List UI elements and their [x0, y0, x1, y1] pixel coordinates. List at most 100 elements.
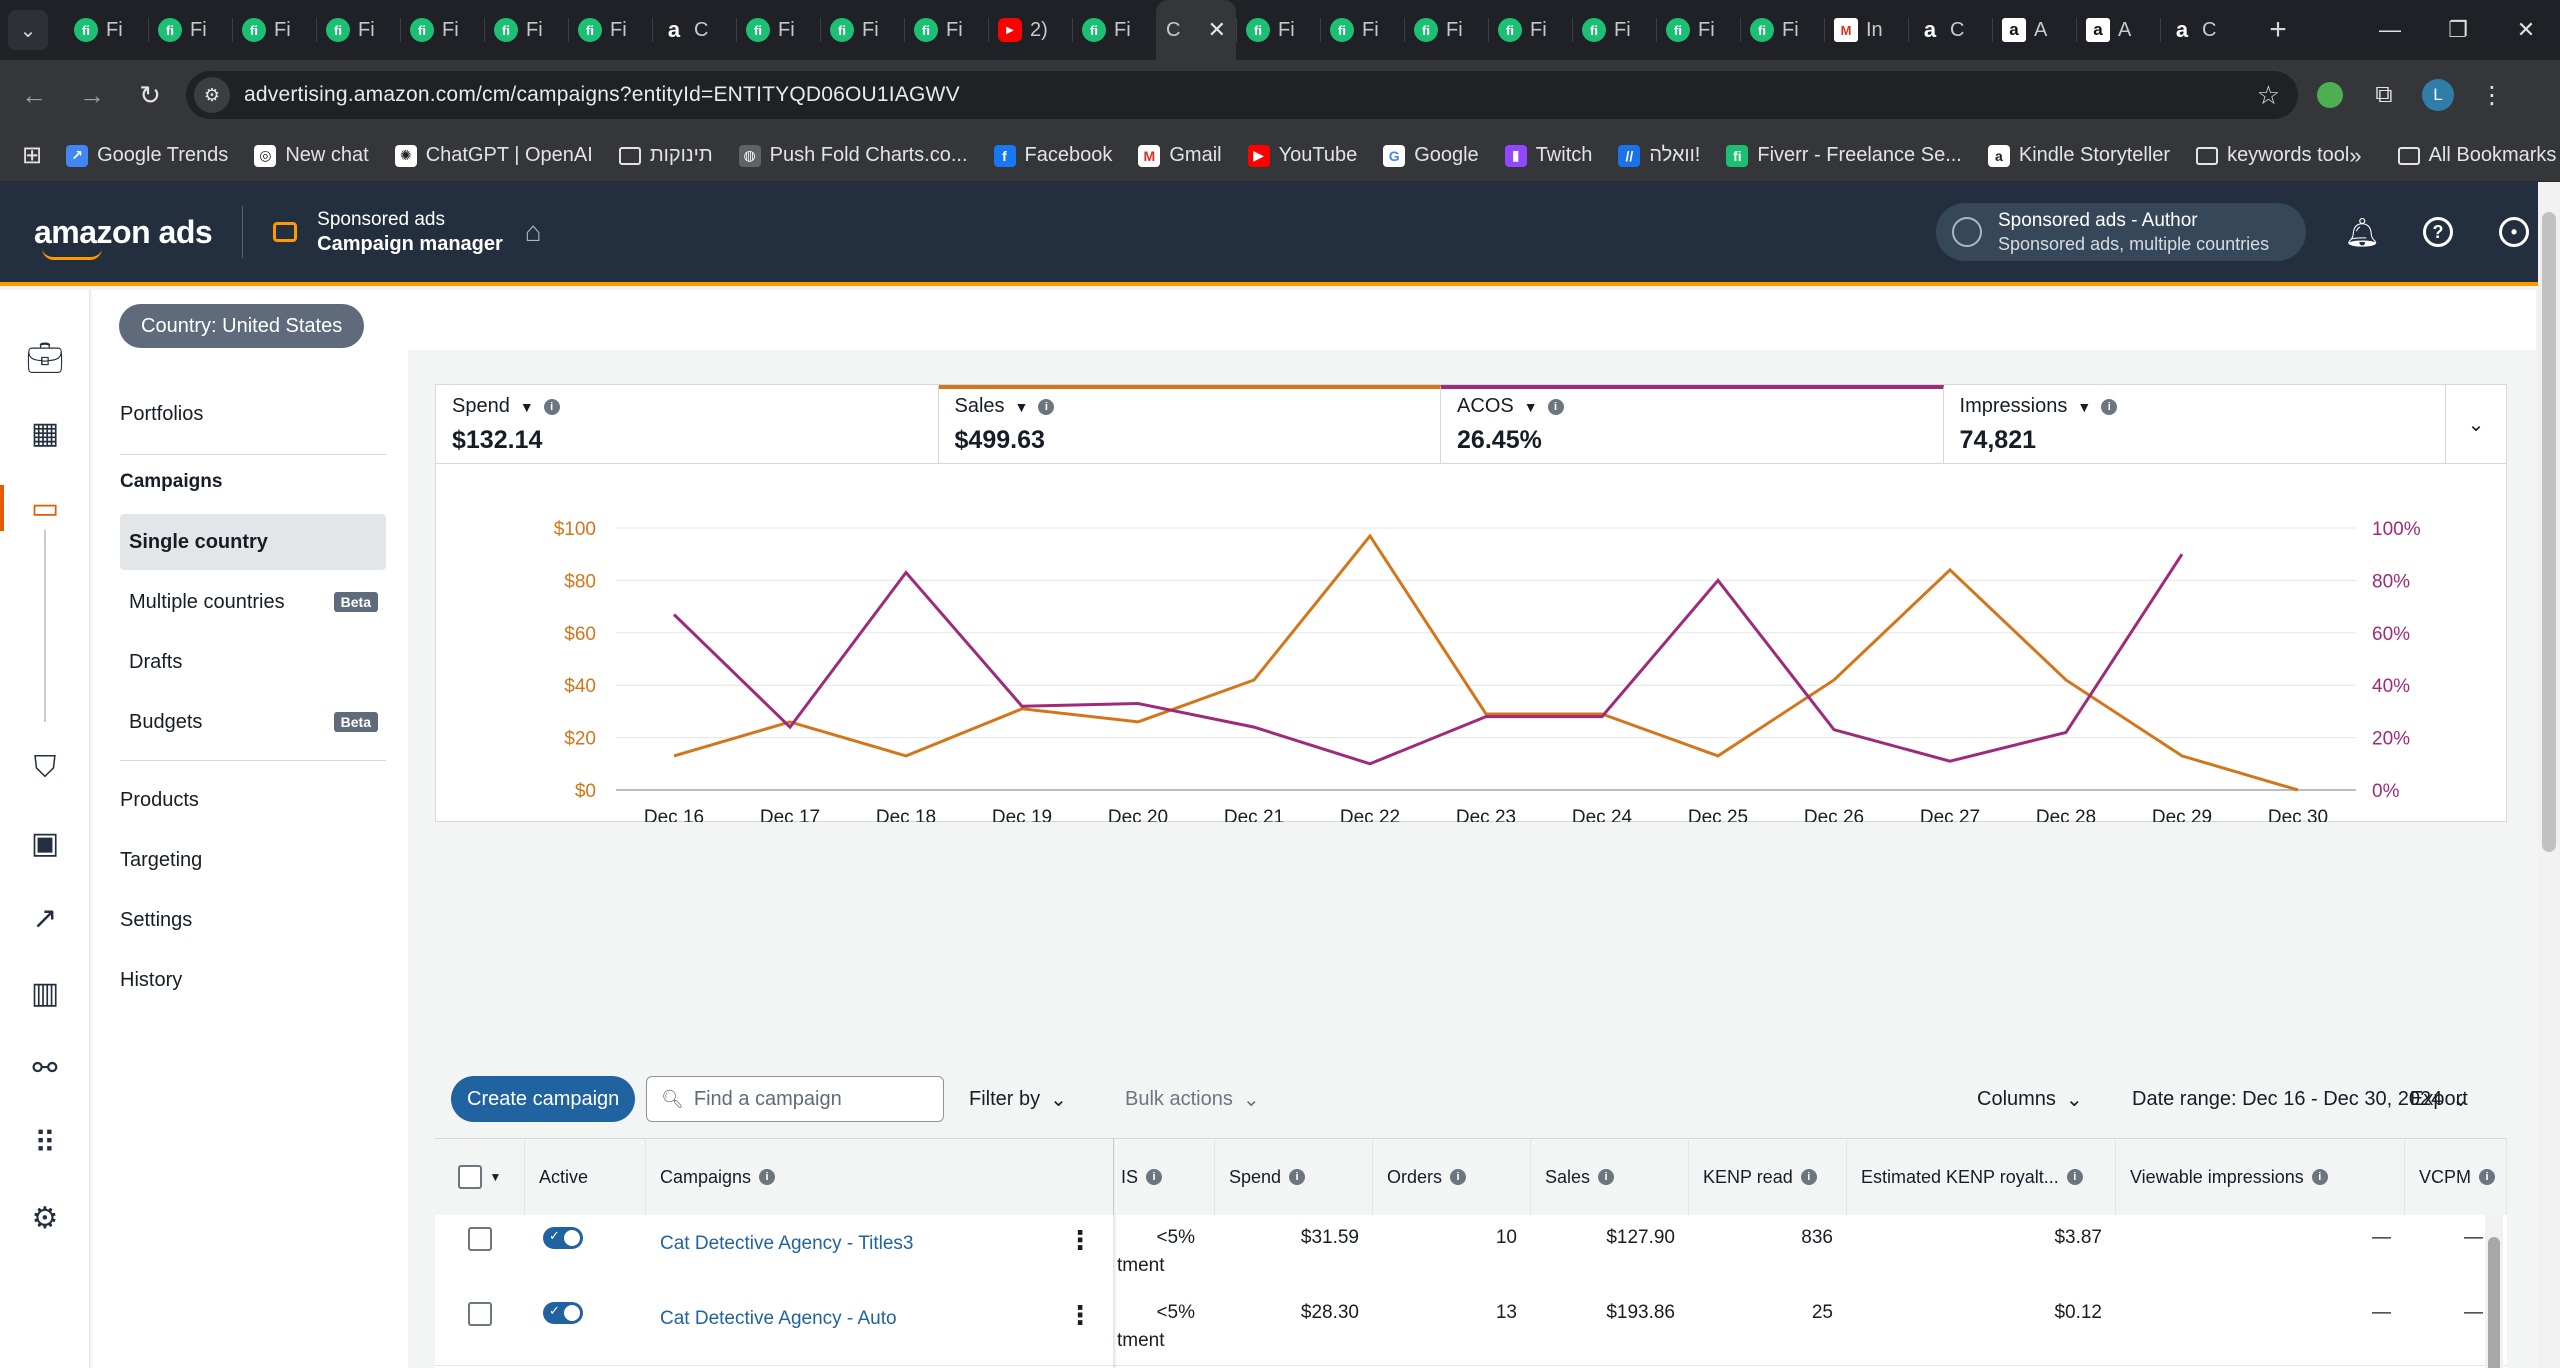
header-orders[interactable]: Orders i: [1373, 1139, 1531, 1215]
rail-dashboard-icon[interactable]: ▦: [30, 416, 60, 450]
search-input[interactable]: [693, 1087, 934, 1111]
bookmark-youtube[interactable]: ▶ YouTube: [1247, 144, 1357, 167]
bookmark-globe[interactable]: ◍ Push Fold Charts.co...: [738, 144, 968, 167]
metric-acos[interactable]: ACOS ▼ i 26.45%: [1441, 385, 1944, 463]
country-selector[interactable]: Country: United States: [119, 304, 365, 348]
browser-tab[interactable]: M In: [1824, 0, 1908, 60]
reload-button[interactable]: ↻: [126, 71, 174, 119]
bookmark-chat[interactable]: ◎ New chat: [254, 144, 369, 167]
browser-tab[interactable]: fi Fi: [1572, 0, 1656, 60]
subnav-multiple-countries[interactable]: Multiple countries Beta: [120, 574, 386, 630]
info-icon[interactable]: i: [1598, 1169, 1615, 1185]
info-icon[interactable]: i: [1289, 1169, 1306, 1185]
header-viewable-impressions[interactable]: Viewable impressions i: [2116, 1139, 2405, 1215]
browser-tab[interactable]: fi Fi: [1656, 0, 1740, 60]
rail-media-icon[interactable]: ▣: [30, 826, 60, 860]
header-is[interactable]: IS i: [1117, 1139, 1215, 1215]
browser-tab[interactable]: fi Fi: [1404, 0, 1488, 60]
browser-tab[interactable]: C ✕: [1156, 0, 1236, 60]
notifications-button[interactable]: 🔔︎: [2342, 212, 2382, 252]
rail-settings-icon[interactable]: ⚙: [31, 1201, 59, 1235]
restore-icon[interactable]: ❐: [2448, 17, 2468, 42]
table-scrollbar[interactable]: [2485, 1215, 2503, 1368]
rail-briefcase-icon[interactable]: 💼︎: [25, 341, 65, 375]
bookmark-fiverr[interactable]: fi Fiverr - Freelance Se...: [1726, 144, 1962, 167]
apps-grid-icon[interactable]: ⊞: [22, 142, 43, 169]
browser-tab[interactable]: fi Fi: [736, 0, 820, 60]
extensions-button[interactable]: ⧉: [2362, 73, 2406, 117]
profile-button[interactable]: L: [2416, 73, 2460, 117]
new-tab-button[interactable]: +: [2269, 13, 2287, 46]
url-text[interactable]: advertising.amazon.com/cm/campaigns?enti…: [244, 83, 960, 106]
chevron-down-icon[interactable]: ▼: [1014, 398, 1029, 415]
caret-down-icon[interactable]: ▼: [489, 1170, 502, 1184]
bookmark-star-icon[interactable]: ☆: [2256, 79, 2280, 110]
metric-sales[interactable]: Sales ▼ i $499.63: [938, 385, 1442, 463]
page-scroll-thumb[interactable]: [2542, 212, 2556, 852]
browser-tab[interactable]: ▶ 2): [988, 0, 1072, 60]
close-tab-icon[interactable]: ✕: [1207, 17, 1226, 42]
bookmark-google[interactable]: G Google: [1383, 144, 1479, 167]
browser-tab[interactable]: fi Fi: [400, 0, 484, 60]
metric-impressions[interactable]: Impressions ▼ i 74,821: [1944, 385, 2447, 463]
bookmark-trends[interactable]: ↗ Google Trends: [66, 144, 228, 167]
rail-shield-icon[interactable]: ⛉: [33, 751, 57, 784]
back-button[interactable]: ←: [10, 71, 58, 119]
campaign-link[interactable]: Cat Detective Agency - Titles3: [660, 1233, 914, 1254]
minimize-icon[interactable]: —: [2379, 17, 2401, 42]
subnav-history[interactable]: History: [120, 968, 183, 991]
bulk-actions-dropdown[interactable]: Bulk actions ⌄: [1125, 1076, 1260, 1122]
browser-tab[interactable]: fi Fi: [148, 0, 232, 60]
columns-dropdown[interactable]: Columns ⌄: [1977, 1076, 2083, 1122]
info-icon[interactable]: i: [2101, 398, 2118, 415]
bookmark-kindle[interactable]: a Kindle Storyteller: [1987, 144, 2170, 167]
table-scroll-thumb[interactable]: [2488, 1237, 2500, 1368]
close-window-icon[interactable]: ✕: [2516, 17, 2536, 42]
amazon-ads-logo[interactable]: amazon ads: [34, 214, 213, 260]
bookmark-facebook[interactable]: f Facebook: [993, 144, 1112, 167]
rail-campaigns-icon[interactable]: ▭: [0, 485, 90, 531]
browser-tab[interactable]: fi Fi: [568, 0, 652, 60]
browser-tab[interactable]: fi Fi: [232, 0, 316, 60]
rail-apps-icon[interactable]: ⠿: [34, 1126, 56, 1160]
header-vcpm[interactable]: VCPM i: [2405, 1139, 2507, 1215]
bookmark-twitch[interactable]: ▮ Twitch: [1504, 144, 1592, 167]
subnav-drafts[interactable]: Drafts: [129, 650, 183, 673]
account-switcher[interactable]: Sponsored ads - Author Sponsored ads, mu…: [1936, 203, 2306, 261]
rail-network-icon[interactable]: ⚯: [32, 1051, 58, 1085]
browser-tab[interactable]: fi Fi: [820, 0, 904, 60]
info-icon[interactable]: i: [2479, 1169, 2496, 1185]
browser-tab[interactable]: fi Fi: [1072, 0, 1156, 60]
header-select-all[interactable]: ▼: [435, 1139, 525, 1215]
subnav-targeting[interactable]: Targeting: [120, 848, 203, 871]
browser-tab[interactable]: fi Fi: [1740, 0, 1824, 60]
subnav-products[interactable]: Products: [120, 788, 199, 811]
create-campaign-button[interactable]: Create campaign: [451, 1076, 636, 1122]
filter-by-dropdown[interactable]: Filter by ⌄: [969, 1076, 1067, 1122]
subnav-single-country[interactable]: Single country: [120, 514, 386, 570]
active-toggle[interactable]: [543, 1302, 583, 1324]
metric-spend[interactable]: Spend ▼ i $132.14: [436, 385, 939, 463]
info-icon[interactable]: i: [1547, 398, 1564, 415]
info-icon[interactable]: i: [759, 1169, 776, 1185]
user-menu-button[interactable]: •: [2494, 212, 2534, 252]
campaign-search[interactable]: 🔍︎: [646, 1076, 944, 1122]
subnav-budgets[interactable]: Budgets Beta: [120, 694, 386, 750]
bookmark-gmail[interactable]: M Gmail: [1138, 144, 1222, 167]
rail-reports-icon[interactable]: ▥: [30, 976, 60, 1010]
row-checkbox[interactable]: [468, 1227, 492, 1251]
bookmark-folder[interactable]: keywords tool: [2196, 144, 2349, 167]
bookmark-folder[interactable]: תינוקות: [618, 144, 713, 167]
header-sales[interactable]: Sales i: [1531, 1139, 1689, 1215]
metrics-expand-button[interactable]: ⌄: [2446, 385, 2506, 463]
select-all-checkbox[interactable]: [457, 1165, 482, 1189]
chevron-down-icon[interactable]: ▼: [519, 398, 534, 415]
browser-tab[interactable]: fi Fi: [64, 0, 148, 60]
header-kenp-read[interactable]: KENP read i: [1689, 1139, 1847, 1215]
help-button[interactable]: ?: [2418, 212, 2458, 252]
date-range-dropdown[interactable]: Date range: Dec 16 - Dec 30, 2024 ⌄: [2132, 1076, 2469, 1122]
